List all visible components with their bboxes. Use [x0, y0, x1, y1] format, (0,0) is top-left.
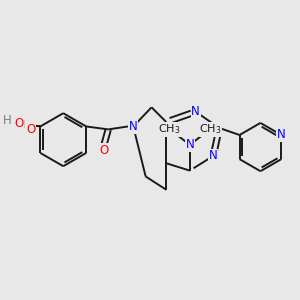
Text: H: H — [3, 114, 12, 127]
Text: CH$_3$: CH$_3$ — [158, 122, 180, 136]
Text: N: N — [185, 138, 194, 151]
Text: H: H — [16, 120, 25, 130]
Text: N: N — [209, 149, 218, 162]
Text: CH$_3$: CH$_3$ — [199, 122, 222, 136]
Text: N: N — [277, 128, 286, 142]
Text: N: N — [129, 120, 138, 133]
Text: N: N — [191, 105, 200, 118]
Text: O: O — [14, 117, 24, 130]
Text: O: O — [99, 144, 109, 157]
Text: O: O — [26, 124, 35, 136]
